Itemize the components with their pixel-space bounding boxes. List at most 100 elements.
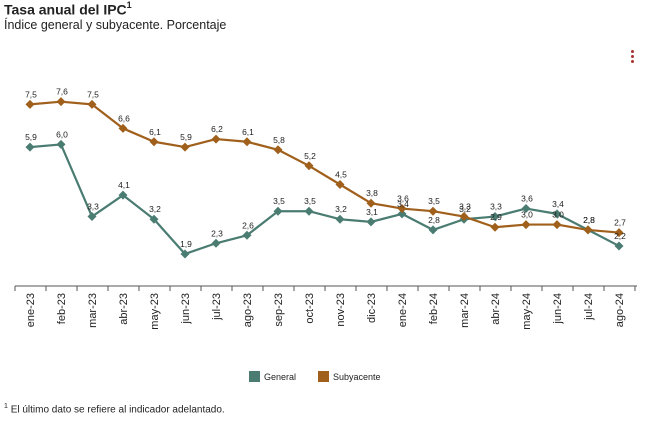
footnote-text: El último dato se refiere al indicador a…	[10, 404, 225, 416]
series-line	[29, 143, 620, 256]
data-point[interactable]	[118, 190, 128, 200]
series-line	[29, 100, 620, 234]
legend[interactable]: General Subyacente	[249, 371, 381, 382]
data-point[interactable]	[242, 137, 252, 147]
data-point[interactable]	[490, 222, 500, 232]
data-label: 6,2	[211, 124, 223, 134]
data-label: 3,4	[552, 199, 564, 209]
data-point[interactable]	[397, 209, 407, 219]
legend-item-subyacente[interactable]: Subyacente	[318, 371, 381, 382]
data-point[interactable]	[180, 249, 190, 259]
data-label: 6,1	[242, 127, 254, 137]
data-point[interactable]	[149, 137, 159, 147]
data-label: 2,9	[490, 212, 502, 222]
x-axis: ene-23 feb-23 mar-23 abr-23 may-23 jun-23 jul-…	[14, 285, 637, 330]
chart-title-text: Tasa anual del IPC	[4, 1, 127, 18]
data-point[interactable]	[366, 217, 376, 227]
data-point[interactable]	[87, 99, 97, 109]
data-label: 3,5	[428, 196, 440, 206]
chart-title: Tasa anual del IPC1	[4, 0, 132, 18]
data-point[interactable]	[25, 142, 35, 152]
data-point[interactable]	[459, 212, 469, 222]
data-label: 4,1	[118, 180, 130, 190]
legend-label: Subyacente	[333, 372, 381, 382]
data-label: 6,1	[149, 127, 161, 137]
data-point[interactable]	[149, 214, 159, 224]
x-tick-label: sep-23	[273, 293, 285, 327]
data-point[interactable]	[56, 97, 66, 107]
data-label: 2,8	[583, 215, 595, 225]
data-point[interactable]	[211, 134, 221, 144]
data-point[interactable]	[273, 145, 283, 155]
data-point[interactable]	[614, 241, 624, 251]
data-point[interactable]	[428, 206, 438, 216]
data-label: 3,3	[459, 202, 471, 212]
data-label: 3,0	[521, 210, 533, 220]
series-general[interactable]	[25, 139, 624, 259]
x-tick-label: oct-23	[304, 293, 316, 324]
data-point[interactable]	[521, 220, 531, 230]
data-label: 2,2	[614, 231, 626, 241]
data-point[interactable]	[366, 198, 376, 208]
data-label: 4,5	[335, 170, 347, 180]
data-point[interactable]	[428, 225, 438, 235]
data-label: 3,5	[273, 196, 285, 206]
more-vert-icon[interactable]	[627, 50, 637, 68]
data-label: 3,4	[397, 199, 409, 209]
data-label: 5,9	[25, 132, 37, 142]
data-point[interactable]	[242, 230, 252, 240]
footnote-mark: 1	[4, 403, 8, 410]
x-tick-label: ago-23	[242, 293, 254, 327]
data-point[interactable]	[335, 214, 345, 224]
title-footnote-mark: 1	[126, 0, 132, 10]
data-point[interactable]	[304, 161, 314, 171]
data-label: 3,2	[459, 204, 471, 214]
data-point[interactable]	[25, 99, 35, 109]
data-label: 2,7	[614, 218, 626, 228]
data-point[interactable]	[211, 238, 221, 248]
data-label: 3,3	[490, 202, 502, 212]
data-point[interactable]	[118, 123, 128, 133]
data-point[interactable]	[552, 220, 562, 230]
legend-label: General	[264, 372, 296, 382]
x-tick-label: nov-23	[335, 293, 347, 327]
x-tick-label: may-23	[149, 293, 161, 330]
chart-subtitle: Índice general y subyacente. Porcentaje	[4, 18, 227, 32]
legend-swatch	[318, 371, 329, 382]
data-label: 3,5	[304, 196, 316, 206]
legend-item-general[interactable]: General	[249, 371, 296, 382]
data-label: 5,8	[273, 135, 285, 145]
data-label: 2,3	[211, 228, 223, 238]
data-label: 3,6	[521, 194, 533, 204]
legend-swatch	[249, 371, 260, 382]
data-labels: 5,9 6,0 3,3 4,1 3,2 1,9 2,3 2,6 3,5 3,5 3,2 3,1 3,4 2…	[25, 87, 626, 249]
data-label: 3,0	[552, 210, 564, 220]
data-point[interactable]	[87, 212, 97, 222]
data-point[interactable]	[304, 206, 314, 216]
x-tick-label: dic-23	[366, 293, 378, 323]
data-label: 2,8	[583, 215, 595, 225]
data-label: 7,5	[87, 89, 99, 99]
data-point[interactable]	[583, 225, 593, 235]
data-label: 6,0	[56, 129, 68, 139]
x-tick-label: ago-24	[614, 293, 626, 327]
data-point[interactable]	[397, 204, 407, 214]
data-point[interactable]	[273, 206, 283, 216]
data-point[interactable]	[552, 209, 562, 219]
x-tick-label: may-24	[521, 293, 533, 330]
x-tick-label: jun-24	[552, 293, 564, 325]
series-subyacente[interactable]	[25, 97, 624, 238]
data-point[interactable]	[180, 142, 190, 152]
line-chart: ene-23 feb-23 mar-23 abr-23 may-23 jun-23 jul-…	[14, 87, 637, 382]
data-label: 3,2	[335, 204, 347, 214]
data-label: 7,6	[56, 87, 68, 97]
data-point[interactable]	[335, 180, 345, 189]
data-point[interactable]	[56, 139, 66, 149]
footnote: 1 El último dato se refiere al indicador…	[4, 403, 225, 415]
data-point[interactable]	[614, 228, 624, 238]
data-point[interactable]	[521, 204, 531, 214]
x-tick-label: mar-24	[459, 293, 471, 328]
data-label: 5,2	[304, 151, 316, 161]
data-point[interactable]	[490, 212, 500, 222]
x-tick-label: mar-23	[87, 293, 99, 328]
